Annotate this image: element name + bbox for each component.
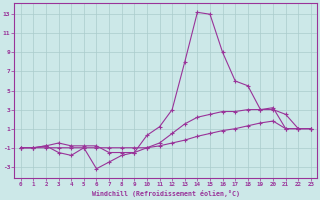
- X-axis label: Windchill (Refroidissement éolien,°C): Windchill (Refroidissement éolien,°C): [92, 190, 240, 197]
